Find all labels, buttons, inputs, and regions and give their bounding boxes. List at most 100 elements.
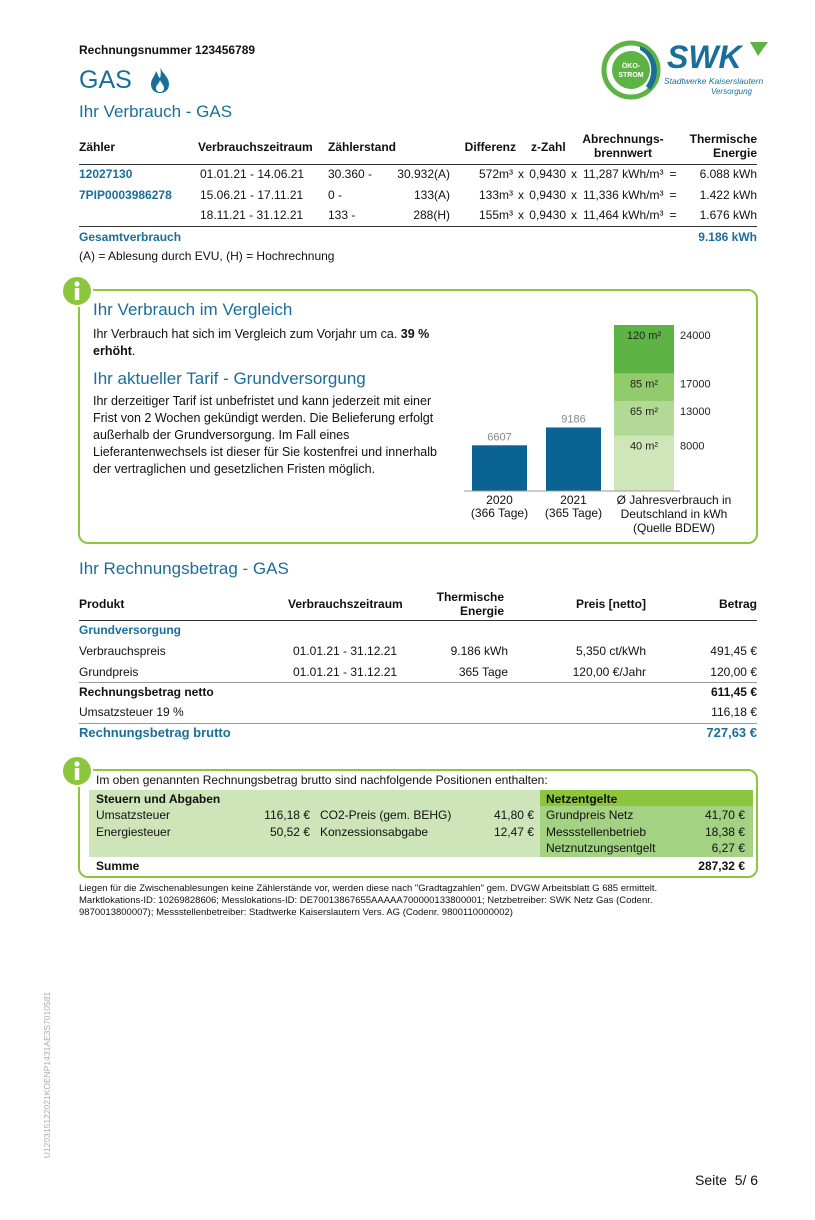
summary-value: 611,45 €: [710, 685, 757, 699]
table-cell: x: [571, 187, 577, 202]
paragraph-part: .: [131, 344, 136, 358]
table-cell: =: [669, 187, 677, 202]
table-cell: 133 -: [328, 208, 356, 222]
table-cell: 155m³: [478, 208, 513, 222]
item-value: 116,18 €: [264, 808, 310, 822]
group-label: Grundversorgung: [79, 623, 182, 637]
table-cell: 6.088 kWh: [699, 167, 757, 181]
reference-segment: [614, 401, 674, 436]
rule: [79, 226, 757, 227]
summary-label: Umsatzsteuer 19 %: [79, 705, 184, 719]
table-cell: x: [571, 208, 577, 222]
x-tick-note: (366 Tage): [470, 506, 529, 520]
total-value: 9.186 kWh: [698, 230, 757, 244]
summary-label: Rechnungsbetrag netto: [79, 685, 214, 699]
table-cell: 01.01.21 - 31.12.21: [293, 644, 398, 658]
logo-swoosh: [750, 42, 768, 56]
info-icon: [61, 275, 93, 307]
reference-label: Ø Jahresverbrauch in Deutschland in kWh …: [616, 493, 732, 535]
footnote: Liegen für die Zwischenablesungen keine …: [79, 883, 658, 894]
logo-badge-bottom: STROM: [618, 72, 643, 79]
table-cell: x: [518, 167, 524, 181]
rule: [79, 723, 757, 724]
item-value: 41,70 €: [704, 808, 745, 822]
table-cell: 11,464 kWh/m³: [583, 208, 664, 222]
rule: [79, 682, 757, 683]
column-header: Zählerstand: [328, 140, 397, 154]
segment-value: 24000: [680, 330, 711, 342]
table-cell: 11,287 kWh/m³: [583, 167, 664, 181]
column-header: Betrag: [718, 597, 757, 611]
rule: [79, 164, 757, 165]
x-tick-label: 2021: [560, 493, 587, 507]
table-cell: 288(H): [413, 208, 450, 222]
table-cell: Grundpreis: [79, 664, 139, 679]
paragraph-part: Ihr Verbrauch hat sich im Vergleich zum …: [93, 327, 398, 341]
paragraph: Ihr Verbrauch hat sich im Vergleich zum …: [93, 326, 453, 360]
sum-value: 287,32 €: [698, 859, 745, 873]
value-label: 9186: [561, 413, 585, 425]
table-cell: 0,9430: [529, 187, 566, 202]
bar: [472, 445, 527, 491]
comparison-box: [78, 289, 758, 544]
column-header: Produkt: [79, 597, 125, 611]
segment-value: 8000: [680, 441, 704, 453]
item-label: CO2-Preis (gem. BEHG): [320, 808, 452, 822]
table-cell: 12027130: [79, 167, 133, 181]
summary-label: Rechnungsbetrag brutto: [79, 725, 231, 740]
segment-label: 65 m²: [630, 406, 658, 418]
table-cell: 30.360 -: [328, 167, 373, 181]
logo-brand: SWK: [667, 39, 745, 75]
taxes-right-bg: [540, 806, 753, 857]
table-cell: 133(A): [413, 187, 450, 202]
table-cell: x: [518, 208, 524, 222]
column-header: Verbrauchszeitraum: [198, 140, 313, 154]
item-label: Netznutzungsentgelt: [546, 841, 656, 855]
box-title: Ihr aktueller Tarif - Grundversorgung: [93, 369, 366, 388]
x-tick-label: 2020: [486, 493, 513, 507]
column-header: z-Zahl: [531, 140, 566, 154]
table-cell: 15.06.21 - 17.11.21: [200, 187, 304, 202]
logo: ÖKO- STROM SWK Stadtwerke Kaiserslautern…: [601, 39, 768, 100]
document-code: U120315122021KOENP1431AE3S7010581: [42, 991, 52, 1159]
segment-label: 40 m²: [630, 441, 658, 453]
item-value: 12,47 €: [493, 824, 534, 839]
logo-tagline: Stadtwerke Kaiserslautern: [664, 76, 763, 86]
table-cell: 7PIP0003986278: [79, 187, 172, 202]
table-cell: Verbrauchspreis: [79, 644, 166, 658]
table-cell: 572m³: [478, 167, 513, 181]
item-label: Messstellenbetrieb: [546, 824, 647, 839]
item-value: 6,27 €: [711, 841, 745, 855]
table-cell: 1.676 kWh: [699, 208, 757, 222]
table-cell: 120,00 €: [710, 664, 757, 679]
table-cell: 120,00 €/Jahr: [572, 664, 646, 679]
info-icon: [61, 755, 93, 787]
table-cell: 0,9430: [529, 208, 566, 222]
logo-tagline-sub: Versorgung: [711, 87, 753, 96]
value-label: 6607: [487, 431, 511, 443]
item-label: Grundpreis Netz: [546, 808, 634, 822]
chart: 6607 9186 40 m² 8000 65 m² 13000 85 m² 17000 120…: [464, 325, 711, 492]
column-header: Differenz: [464, 140, 516, 154]
summary-value: 116,18 €: [711, 705, 757, 719]
table-cell: 01.01.21 - 14.06.21: [200, 167, 305, 181]
reference-segment: [614, 373, 674, 402]
table-cell: =: [669, 167, 677, 181]
invoice-number: Rechnungsnummer 123456789: [79, 43, 256, 57]
table-cell: 30.932(A): [397, 167, 450, 181]
reference-segment: [614, 325, 674, 374]
table-cell: 9.186 kWh: [450, 644, 508, 658]
table-cell: x: [571, 167, 577, 181]
table-cell: 0,9430: [529, 167, 566, 181]
taxes-box: [78, 769, 758, 878]
sum-label: Summe: [96, 859, 140, 873]
table-cell: 18.11.21 - 31.12.21: [200, 208, 304, 222]
footnote: Marktlokations-ID: 10269828606; Messloka…: [79, 895, 653, 918]
logo-badge: [612, 51, 650, 89]
table-cell: =: [669, 208, 677, 222]
x-tick-note: (365 Tage): [544, 506, 603, 520]
item-value: 18,38 €: [704, 824, 745, 839]
table-cell: 0 -: [328, 187, 343, 202]
column-header: Thermische Energie: [436, 590, 504, 618]
